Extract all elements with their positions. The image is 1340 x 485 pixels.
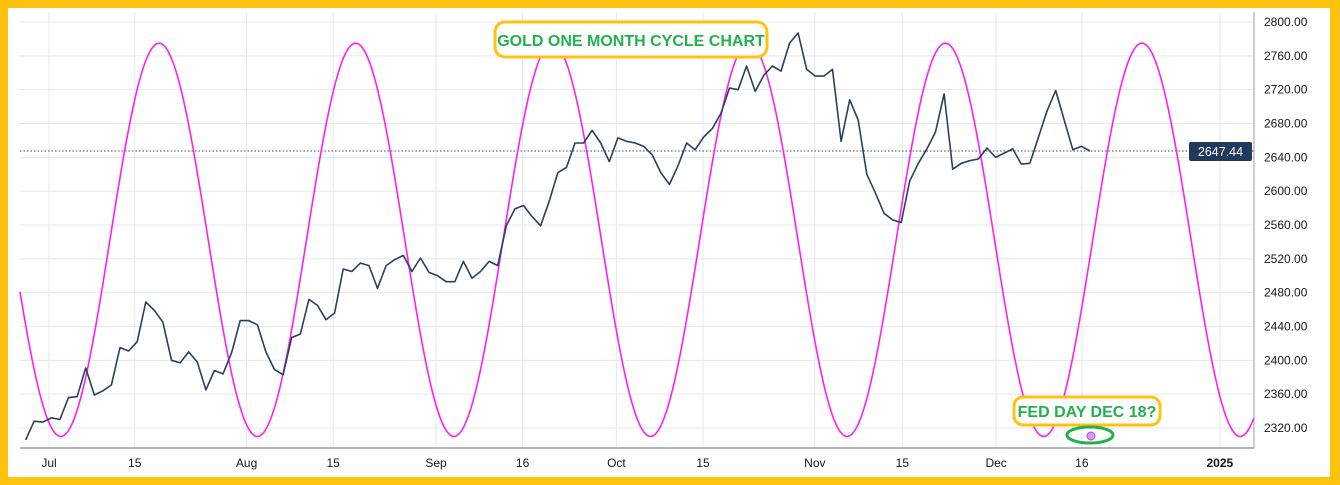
y-tick-label: 2720.00	[1264, 83, 1308, 97]
x-tick-label: Sep	[425, 456, 447, 470]
x-tick-label: 15	[696, 456, 710, 470]
y-tick-label: 2480.00	[1264, 286, 1308, 300]
y-tick-label: 2640.00	[1264, 150, 1308, 164]
chart-title: GOLD ONE MONTH CYCLE CHART	[497, 33, 765, 50]
cycle-line	[19, 42, 1255, 438]
grid	[20, 12, 1254, 448]
y-tick-label: 2600.00	[1264, 184, 1308, 198]
y-tick-label: 2440.00	[1264, 320, 1308, 334]
x-tick-label: 15	[327, 456, 341, 470]
y-tick-label: 2800.00	[1264, 15, 1308, 29]
y-tick-label: 2560.00	[1264, 218, 1308, 232]
x-tick-label: 2025	[1206, 456, 1233, 470]
x-tick-label: 16	[516, 456, 530, 470]
cycle-low-marker	[1086, 431, 1096, 441]
title-box: GOLD ONE MONTH CYCLE CHART	[493, 20, 769, 59]
price-points	[26, 33, 1091, 440]
annotation-text: FED DAY DEC 18?	[1018, 404, 1157, 421]
x-tick-label: 16	[1075, 456, 1089, 470]
x-tick-label: Nov	[804, 456, 825, 470]
annotation-border	[1012, 395, 1162, 427]
x-axis-labels: Jul 15 Aug 15 Sep 16 Oct 15 Nov 15 Dec 16 2025	[41, 456, 1233, 470]
last-price-label: 2647.44	[1198, 145, 1243, 159]
last-price-badge-bg	[1189, 142, 1252, 161]
x-tick-label: Aug	[236, 456, 257, 470]
price-line	[24, 32, 1091, 441]
y-tick-label: 2760.00	[1264, 49, 1308, 63]
y-tick-label: 2680.00	[1264, 117, 1308, 131]
last-price-badge: 2647.44	[1189, 142, 1252, 161]
y-tick-label: 2520.00	[1264, 252, 1308, 266]
y-axis-labels: 2800.00 2760.00 2720.00 2680.00 2640.00 2600.…	[1264, 15, 1308, 435]
y-tick-label: 2360.00	[1264, 387, 1308, 401]
y-tick-label: 2320.00	[1264, 421, 1308, 435]
title-border	[493, 20, 769, 59]
fed-day-annotation: FED DAY DEC 18?	[1012, 395, 1162, 445]
y-tick-label: 2400.00	[1264, 353, 1308, 367]
x-tick-label: 15	[128, 456, 142, 470]
x-tick-label: Jul	[41, 456, 56, 470]
cycle-low-highlight	[1065, 425, 1115, 445]
x-tick-label: Dec	[985, 456, 1006, 470]
x-tick-label: 15	[896, 456, 910, 470]
x-tick-label: Oct	[607, 456, 626, 470]
